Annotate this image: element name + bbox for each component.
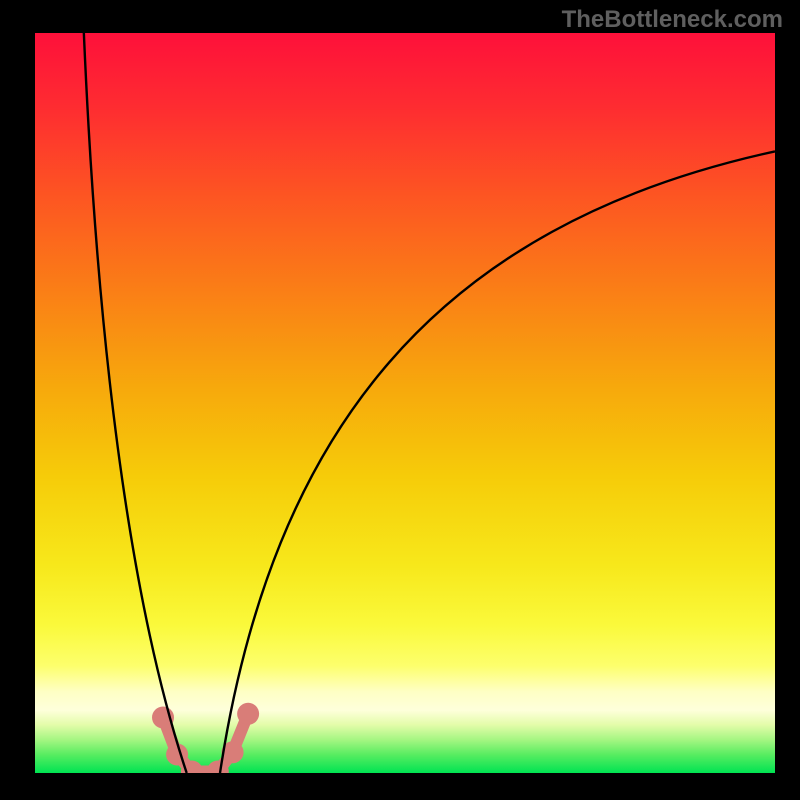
bottleneck-curve: [35, 33, 775, 773]
bottom-marker-dot: [166, 744, 188, 766]
plot-area: [35, 33, 775, 773]
curve-left-branch: [84, 33, 187, 773]
curve-right-branch: [220, 151, 775, 773]
watermark-text: TheBottleneck.com: [562, 6, 783, 34]
chart-container: TheBottleneck.com: [0, 0, 800, 800]
bottom-marker-dot: [237, 703, 259, 725]
